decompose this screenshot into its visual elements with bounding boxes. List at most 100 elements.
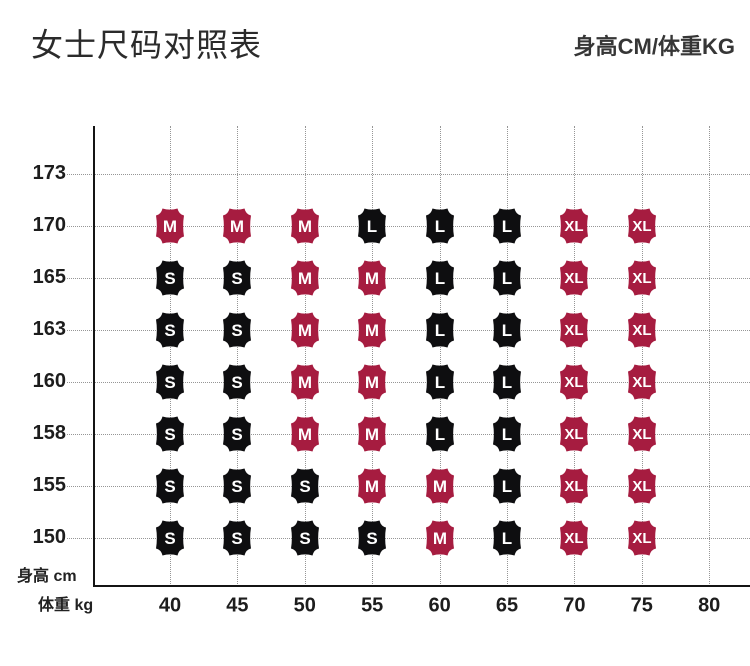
size-badge-shape: XL bbox=[560, 208, 589, 243]
size-badge: XL bbox=[558, 362, 591, 402]
v-gridline bbox=[170, 126, 171, 586]
size-badge-shape: XL bbox=[627, 260, 656, 295]
size-badge-shape: XL bbox=[560, 520, 589, 555]
size-badge-shape: XL bbox=[627, 416, 656, 451]
x-tick-label: 75 bbox=[630, 594, 653, 617]
size-badge-shape: S bbox=[290, 468, 319, 503]
badge-letter: XL bbox=[565, 322, 584, 339]
badge-letter: M bbox=[433, 477, 447, 496]
h-gridline bbox=[67, 225, 750, 227]
size-badge: M bbox=[356, 310, 389, 350]
size-badge-shape: M bbox=[358, 468, 387, 503]
badge-letter: M bbox=[433, 529, 447, 548]
size-badge-shape: L bbox=[425, 208, 454, 243]
badge-letter: S bbox=[164, 477, 175, 496]
size-badge-shape: L bbox=[493, 468, 521, 503]
size-badge: M bbox=[423, 518, 456, 558]
size-badge-shape: M bbox=[290, 416, 319, 451]
size-badge-shape: XL bbox=[627, 520, 656, 555]
size-badge-shape: S bbox=[156, 312, 184, 347]
size-badge-shape: XL bbox=[560, 364, 589, 399]
x-tick-label: 60 bbox=[428, 594, 451, 617]
badge-letter: L bbox=[434, 217, 444, 236]
v-gridline bbox=[372, 126, 374, 586]
size-badge: XL bbox=[625, 414, 658, 454]
badge-letter: XL bbox=[632, 530, 651, 547]
badge-letter: S bbox=[232, 477, 243, 496]
size-badge-shape: XL bbox=[560, 312, 589, 347]
size-badge-shape: M bbox=[425, 520, 454, 555]
size-badge: L bbox=[356, 206, 389, 246]
badge-letter: M bbox=[298, 321, 312, 340]
size-badge: L bbox=[491, 206, 524, 246]
badge-letter: S bbox=[232, 269, 243, 288]
size-badge-shape: S bbox=[156, 416, 184, 451]
badge-letter: M bbox=[230, 217, 244, 236]
size-badge: S bbox=[154, 414, 187, 454]
badge-letter: S bbox=[299, 477, 310, 496]
size-badge: M bbox=[423, 466, 456, 506]
size-badge: S bbox=[154, 310, 187, 350]
badge-letter: S bbox=[164, 529, 175, 548]
size-badge: L bbox=[491, 310, 524, 350]
size-badge: L bbox=[491, 414, 524, 454]
y-tick-label: 165 bbox=[32, 265, 66, 288]
size-badge: M bbox=[288, 362, 321, 402]
size-badge-shape: M bbox=[358, 260, 387, 295]
size-badge-shape: XL bbox=[627, 208, 656, 243]
size-badge-shape: M bbox=[425, 468, 454, 503]
size-badge: L bbox=[491, 466, 524, 506]
size-badge: XL bbox=[558, 518, 591, 558]
badge-letter: XL bbox=[632, 426, 651, 443]
badge-letter: L bbox=[434, 425, 444, 444]
size-badge: XL bbox=[625, 258, 658, 298]
badge-letter: XL bbox=[565, 270, 584, 287]
badge-letter: L bbox=[502, 529, 512, 548]
size-badge: S bbox=[356, 518, 389, 558]
v-gridline bbox=[439, 126, 441, 586]
v-gridline bbox=[574, 126, 576, 586]
size-badge-shape: XL bbox=[560, 416, 589, 451]
x-axis-line bbox=[93, 585, 750, 587]
size-badge-shape: L bbox=[493, 416, 521, 451]
size-badge-shape: M bbox=[358, 312, 387, 347]
size-badge-shape: L bbox=[425, 416, 454, 451]
size-badge-shape: L bbox=[493, 312, 521, 347]
size-badge: XL bbox=[625, 518, 658, 558]
size-badge-shape: M bbox=[223, 208, 252, 243]
x-tick-label: 80 bbox=[698, 594, 721, 617]
v-gridline bbox=[641, 126, 643, 586]
x-axis-unit-label: 体重 kg bbox=[38, 597, 94, 614]
x-tick-label: 70 bbox=[563, 594, 586, 617]
badge-letter: M bbox=[298, 269, 312, 288]
badge-letter: S bbox=[164, 373, 175, 392]
size-badge: L bbox=[491, 518, 524, 558]
v-gridline bbox=[237, 126, 239, 586]
size-badge: M bbox=[356, 258, 389, 298]
size-badge-shape: L bbox=[425, 364, 454, 399]
size-badge: M bbox=[288, 206, 321, 246]
badge-letter: M bbox=[298, 425, 312, 444]
size-badge-shape: XL bbox=[560, 260, 589, 295]
size-badge: L bbox=[423, 206, 456, 246]
size-badge: XL bbox=[558, 466, 591, 506]
y-tick-label: 163 bbox=[32, 317, 66, 340]
size-badge: L bbox=[423, 414, 456, 454]
x-tick-label: 40 bbox=[158, 594, 182, 617]
size-badge: XL bbox=[558, 206, 591, 246]
size-badge-shape: M bbox=[358, 364, 387, 399]
size-badge-shape: S bbox=[156, 468, 184, 503]
h-gridline bbox=[67, 329, 750, 331]
size-badge: L bbox=[423, 362, 456, 402]
size-badge: XL bbox=[625, 362, 658, 402]
size-badge: S bbox=[288, 518, 321, 558]
size-badge-shape: M bbox=[290, 260, 319, 295]
badge-letter: S bbox=[232, 425, 243, 444]
size-badge-shape: M bbox=[290, 312, 319, 347]
size-badge: XL bbox=[558, 310, 591, 350]
size-badge: S bbox=[221, 414, 254, 454]
unit-note: 身高CM/体重KG bbox=[573, 34, 735, 59]
size-badge-shape: S bbox=[223, 520, 252, 555]
size-badge-shape: M bbox=[290, 364, 319, 399]
